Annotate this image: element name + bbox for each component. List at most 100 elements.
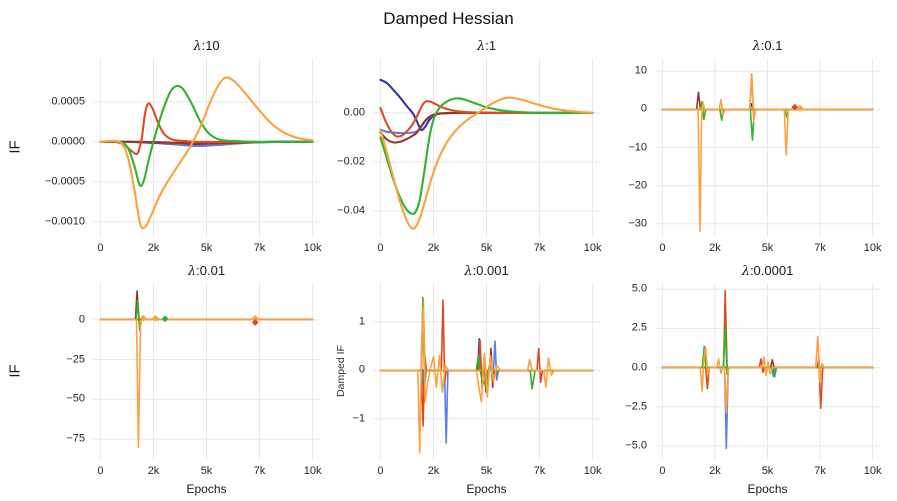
series-line-orange: [661, 335, 874, 414]
lambda-symbol: λ: [752, 39, 761, 54]
x-tick-label: 0: [659, 465, 666, 477]
lambda-symbol: λ: [193, 39, 202, 54]
y-axis-label-row2: IF: [6, 364, 24, 378]
series-line-green: [661, 326, 874, 377]
subplot-lambda-10: λ:10 0 2k 5k 7k 10k 0.0005 0.0000 −0.0005 −0.001…: [45, 38, 322, 254]
x-tick-label: 10k: [863, 465, 882, 477]
y-tick-label: −75: [66, 432, 85, 445]
series-line-maroon: [379, 111, 594, 144]
y-tick-label: 2.5: [631, 321, 647, 334]
marker-diamond-orange: [796, 104, 804, 112]
y-tick-label: −0.0010: [44, 215, 85, 228]
lambda-symbol: λ: [464, 264, 473, 279]
y-tick-label: 0: [640, 102, 647, 115]
plot-area: [373, 58, 600, 237]
series-line-orange: [379, 306, 594, 454]
series-line-orange: [661, 75, 874, 233]
x-tick-label: 10k: [583, 242, 602, 254]
subplot-title: λ:0.1: [752, 38, 783, 54]
y-tick-label: 0.0005: [51, 95, 85, 108]
x-tick-label: 7k: [814, 465, 826, 477]
x-tick-label: 5k: [200, 242, 213, 254]
plot-area: [373, 283, 600, 460]
x-tick-label: 2k: [709, 242, 721, 254]
x-tick-label: 7k: [533, 465, 546, 477]
y-tick-label: −25: [66, 353, 85, 365]
lambda-symbol: λ: [476, 39, 486, 54]
x-tick-label: 0: [97, 242, 104, 254]
y-tick-label: 0.00: [343, 106, 365, 119]
series-line-green: [99, 84, 314, 188]
subplot-title: λ:0.01: [187, 263, 226, 279]
subplot-title: λ:1: [476, 38, 497, 54]
x-tick-label: 2k: [147, 242, 160, 254]
subplot-lambda-0.0001: λ:0.0001 Epochs 0 2k 5k 7k 10k 5.0 2.5 0.0 −2.5 −…: [625, 263, 881, 496]
y-tick-label: 0.0000: [51, 135, 85, 148]
x-tick-label: 5k: [200, 465, 213, 477]
series-line-orange: [379, 96, 594, 230]
marker-diamond-orange: [139, 314, 147, 322]
marker-diamond-orange: [251, 315, 259, 322]
y-tick-label: −50: [66, 392, 85, 405]
y-tick-label: 0.0: [631, 361, 647, 374]
y-tick-label: −20: [628, 179, 647, 192]
y-tick-label: 1: [358, 315, 365, 328]
x-tick-label: 0: [659, 242, 666, 254]
x-tick-label: 10k: [303, 465, 322, 477]
subplot-lambda-0.001: λ:0.001 Epochs 0 2k 5k 7k 10k 1 0 −1: [352, 263, 601, 496]
subplot-lambda-0.01: λ:0.01 Epochs 0 2k 5k 7k 10k 0 −25 −50 −75: [66, 263, 321, 496]
plot-area: [93, 283, 320, 460]
series-line-red: [661, 290, 874, 410]
y-tick-label: −2.5: [625, 400, 647, 413]
x-tick-label: 10k: [863, 242, 882, 254]
series-line-orange: [99, 76, 314, 230]
subplot-title: λ:0.0001: [741, 263, 794, 279]
x-tick-label: 7k: [814, 242, 826, 254]
plot-area: [93, 58, 320, 237]
x-tick-label: 7k: [253, 465, 266, 477]
y-tick-label: 5.0: [631, 282, 647, 295]
marker-diamond-red: [791, 103, 799, 111]
y-axis-label-row1: IF: [6, 140, 24, 154]
x-tick-label: 2k: [427, 242, 440, 254]
plot-area: [655, 283, 880, 460]
subplot-lambda-0.1: λ:0.1 0 2k 5k 7k 10k 10 0 −10 −20 −30: [628, 38, 881, 254]
lambda-symbol: λ: [187, 264, 197, 279]
series-line-red: [379, 100, 594, 138]
subplot-title: λ:10: [193, 38, 220, 54]
lambda-symbol: λ: [741, 264, 750, 279]
x-axis-label: Epochs: [186, 482, 227, 496]
y-tick-label: 10: [634, 64, 647, 77]
subplot-lambda-1: λ:1 0 2k 5k 7k 10k 0.00 −0.02 −0.04: [337, 38, 601, 254]
marker-diamond-orange: [152, 315, 159, 322]
x-tick-label: 5k: [761, 242, 774, 254]
y-tick-label: −10: [628, 141, 647, 153]
subplot-title: λ:0.001: [464, 263, 509, 279]
y-tick-label: −5.0: [625, 439, 647, 452]
y-tick-label: −0.04: [337, 204, 365, 217]
figure-title: Damped Hessian: [383, 9, 514, 28]
series-line-green: [379, 97, 594, 216]
y-tick-label: −0.02: [337, 155, 365, 168]
x-tick-label: 0: [97, 465, 104, 477]
x-tick-label: 0: [377, 465, 384, 477]
x-axis-label: Epochs: [466, 482, 507, 496]
plot-area: [655, 58, 880, 237]
x-tick-label: 5k: [480, 242, 493, 254]
y-tick-label: −0.0005: [44, 175, 85, 188]
x-tick-label: 5k: [480, 465, 493, 477]
marker-diamond-green: [161, 315, 169, 323]
x-tick-label: 0: [377, 242, 384, 254]
x-axis-label: Epochs: [747, 482, 788, 496]
x-tick-label: 7k: [533, 242, 546, 254]
x-tick-label: 10k: [303, 242, 322, 254]
x-tick-label: 5k: [761, 465, 774, 477]
x-tick-label: 7k: [253, 242, 266, 254]
x-tick-label: 2k: [147, 465, 160, 477]
y-tick-label: −30: [628, 217, 647, 230]
x-tick-label: 2k: [709, 465, 721, 477]
y-axis-label-damped-if: Damped IF: [335, 345, 347, 397]
y-tick-label: −1: [352, 412, 365, 425]
y-tick-label: 0: [358, 363, 365, 376]
